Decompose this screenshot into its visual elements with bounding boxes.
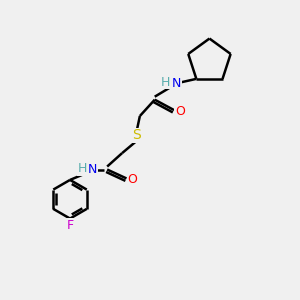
Text: S: S — [133, 128, 141, 142]
Text: O: O — [128, 173, 137, 186]
Text: F: F — [67, 219, 73, 232]
Text: N: N — [88, 163, 97, 176]
Text: H: H — [161, 76, 170, 88]
Text: O: O — [175, 105, 185, 118]
Text: N: N — [172, 77, 181, 90]
Text: H: H — [78, 162, 87, 175]
